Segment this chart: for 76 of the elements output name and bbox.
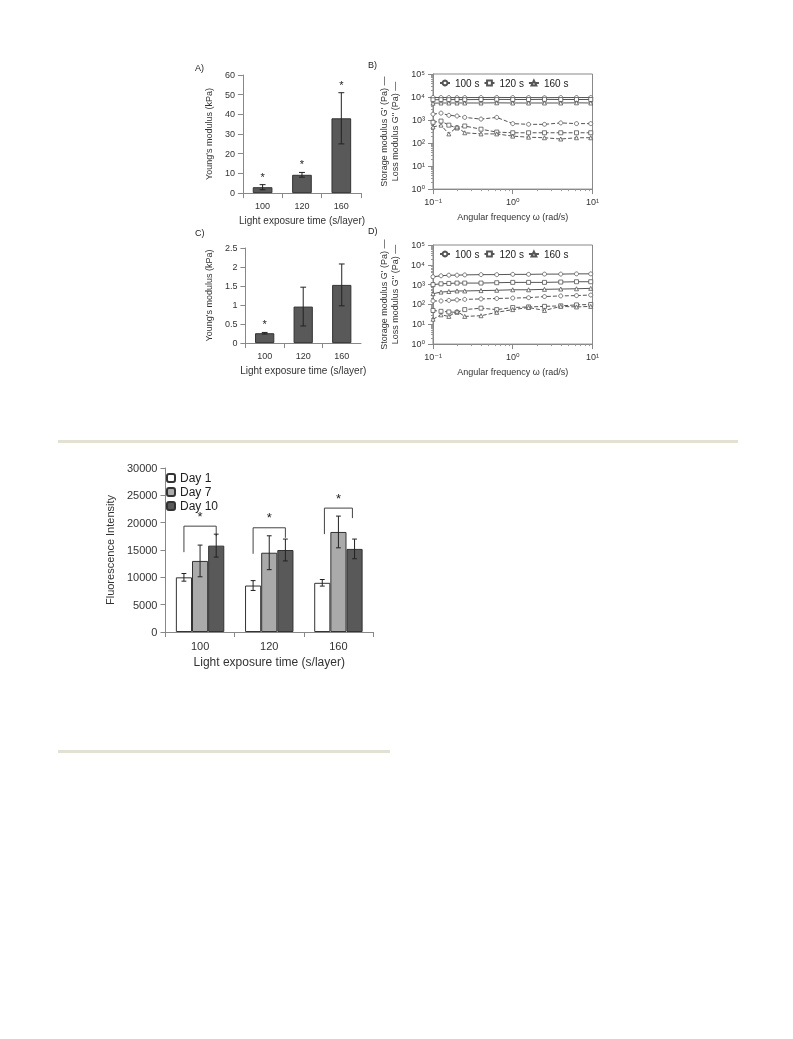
y-tick-label: 2 xyxy=(232,262,238,273)
chart-title: D) xyxy=(368,225,378,236)
x-tick-label: 10¹ xyxy=(585,196,599,207)
x-tick-label: 10¹ xyxy=(585,351,599,362)
legend-label: 120 s xyxy=(499,248,524,260)
x-tick-label: 10⁻¹ xyxy=(424,351,442,362)
y-tick-label: 50 xyxy=(224,89,235,100)
y-axis-title: Storage modulus G' (Pa) — Loss modulus G'' (Pa) — xyxy=(378,76,400,187)
y-tick-label: 10² xyxy=(411,138,425,149)
x-axis-title: Angular frequency ω (rad/s) xyxy=(457,366,569,377)
x-axis-title: Light exposure time (s/layer) xyxy=(240,364,367,376)
y-tick-label: 0 xyxy=(232,338,238,349)
annotation: * xyxy=(262,318,268,331)
x-axis-title: Angular frequency ω (rad/s) xyxy=(457,211,569,222)
y-tick-label: 15000 xyxy=(126,544,158,556)
x-tick-label: 120 xyxy=(260,639,279,652)
legend-label: 120 s xyxy=(499,77,524,89)
x-axis-title: Light exposure time (s/layer) xyxy=(238,214,366,226)
y-tick-label: 0.5 xyxy=(224,319,238,330)
y-tick-label: 25000 xyxy=(126,489,158,502)
x-tick-label: 120 xyxy=(295,350,311,361)
legend-label: Day 10 xyxy=(180,499,219,513)
y-axis-title: Young's modulus (kPa) xyxy=(203,249,214,342)
y-tick-label: 1 xyxy=(232,300,238,311)
y-tick-label: 10² xyxy=(411,299,425,310)
y-axis-title: Young's modulus (kPa) xyxy=(203,88,214,181)
y-tick-label: 10⁴ xyxy=(411,259,426,270)
legend-label: 100 s xyxy=(455,248,480,260)
y-tick-label: 30 xyxy=(224,129,235,140)
legend-label: 160 s xyxy=(543,77,569,89)
x-tick-label: 160 xyxy=(334,350,350,361)
y-tick-label: 10³ xyxy=(411,279,425,290)
x-tick-label: 100 xyxy=(255,200,271,211)
y-tick-label: 60 xyxy=(224,70,235,80)
annotation: * xyxy=(266,510,272,526)
y-tick-label: 0 xyxy=(229,188,235,199)
y-tick-label: 40 xyxy=(224,109,235,120)
x-tick-label: 120 xyxy=(294,200,310,211)
y-tick-label: 1.5 xyxy=(224,281,238,292)
chart-title: A) xyxy=(195,62,204,73)
x-tick-label: 160 xyxy=(329,639,348,652)
annotation: * xyxy=(299,158,305,171)
y-tick-label: 20 xyxy=(224,148,235,159)
x-tick-label: 100 xyxy=(257,350,273,361)
x-tick-label: 100 xyxy=(190,639,210,652)
annotation: * xyxy=(335,490,341,506)
legend-label: 160 s xyxy=(543,248,569,260)
chart-title: B) xyxy=(368,59,377,70)
y-tick-label: 2.5 xyxy=(224,243,238,253)
y-tick-label: 10⁴ xyxy=(411,92,426,103)
y-tick-label: 10¹ xyxy=(411,161,425,172)
y-tick-label: 20000 xyxy=(126,516,158,529)
y-tick-label: 10⁵ xyxy=(411,69,426,79)
y-tick-label: 0 xyxy=(151,626,158,638)
legend-label: Day 7 xyxy=(180,485,212,499)
x-tick-label: 10⁻¹ xyxy=(424,196,442,207)
x-tick-label: 10⁰ xyxy=(505,196,520,207)
x-tick-label: 160 xyxy=(333,200,349,211)
y-tick-label: 10000 xyxy=(126,571,158,584)
y-axis-title: Storage modulus G' (Pa) — Loss modulus G'' (Pa) — xyxy=(378,239,400,350)
y-tick-label: 10 xyxy=(224,168,235,179)
chart-title: C) xyxy=(195,227,205,238)
y-tick-label: 10⁵ xyxy=(411,240,426,250)
y-tick-label: 5000 xyxy=(133,598,158,611)
y-tick-label: 10⁰ xyxy=(411,184,426,195)
legend-label: 100 s xyxy=(455,77,480,89)
annotation: * xyxy=(339,78,345,91)
x-axis-title: Light exposure time (s/layer) xyxy=(193,654,345,669)
x-tick-label: 10⁰ xyxy=(505,351,520,362)
y-tick-label: 10¹ xyxy=(411,319,425,330)
y-axis-title: Fluorescence Intensity xyxy=(103,494,116,606)
y-tick-label: 10³ xyxy=(411,115,425,126)
legend-label: Day 1 xyxy=(180,471,212,485)
y-tick-label: 10⁰ xyxy=(411,339,426,350)
annotation: * xyxy=(260,170,266,183)
y-tick-label: 30000 xyxy=(126,462,158,474)
